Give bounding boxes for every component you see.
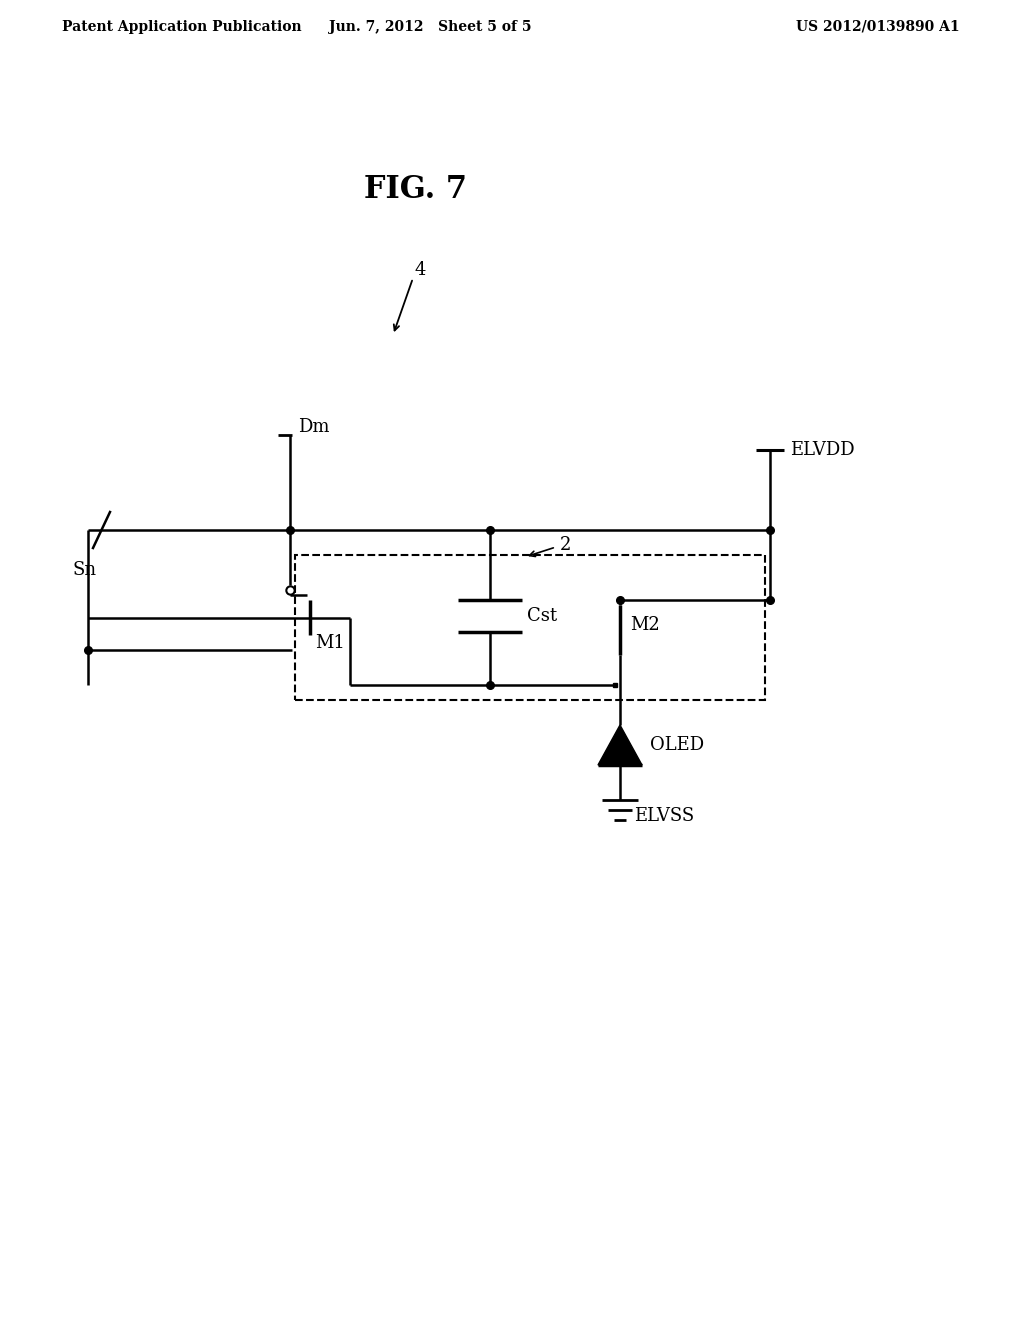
Text: Dm: Dm — [298, 418, 330, 436]
Text: M1: M1 — [315, 634, 345, 652]
Text: Cst: Cst — [527, 607, 557, 624]
Text: Jun. 7, 2012   Sheet 5 of 5: Jun. 7, 2012 Sheet 5 of 5 — [329, 20, 531, 34]
Text: Patent Application Publication: Patent Application Publication — [62, 20, 302, 34]
Text: ELVDD: ELVDD — [790, 441, 855, 459]
Text: Sn: Sn — [73, 561, 97, 579]
Text: 2: 2 — [560, 536, 571, 554]
Polygon shape — [598, 725, 642, 766]
Text: ELVSS: ELVSS — [634, 807, 694, 825]
Text: FIG. 7: FIG. 7 — [364, 174, 467, 206]
Text: 4: 4 — [415, 261, 426, 279]
Text: M2: M2 — [630, 616, 659, 634]
Text: US 2012/0139890 A1: US 2012/0139890 A1 — [797, 20, 961, 34]
Text: OLED: OLED — [650, 737, 705, 754]
